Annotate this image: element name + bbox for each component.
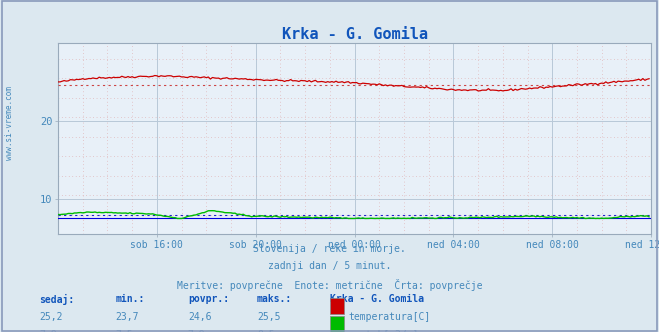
Text: 25,2: 25,2 xyxy=(40,312,63,322)
Text: temperatura[C]: temperatura[C] xyxy=(348,312,430,322)
Text: zadnji dan / 5 minut.: zadnji dan / 5 minut. xyxy=(268,261,391,271)
Text: 24,6: 24,6 xyxy=(188,312,212,322)
Text: 25,5: 25,5 xyxy=(257,312,281,322)
Text: povpr.:: povpr.: xyxy=(188,294,229,304)
Text: 7,8: 7,8 xyxy=(40,330,57,332)
Text: 8,5: 8,5 xyxy=(257,330,275,332)
Text: maks.:: maks.: xyxy=(257,294,292,304)
Text: 23,7: 23,7 xyxy=(115,312,139,322)
Text: Krka - G. Gomila: Krka - G. Gomila xyxy=(330,294,424,304)
Text: Meritve: povprečne  Enote: metrične  Črta: povprečje: Meritve: povprečne Enote: metrične Črta:… xyxy=(177,279,482,290)
Title: Krka - G. Gomila: Krka - G. Gomila xyxy=(281,27,428,42)
Text: 7,5: 7,5 xyxy=(115,330,133,332)
Text: Slovenija / reke in morje.: Slovenija / reke in morje. xyxy=(253,244,406,254)
Text: pretok[m3/s]: pretok[m3/s] xyxy=(348,330,418,332)
Text: sedaj:: sedaj: xyxy=(40,294,74,305)
Text: min.:: min.: xyxy=(115,294,145,304)
Text: 7,9: 7,9 xyxy=(188,330,206,332)
Text: www.si-vreme.com: www.si-vreme.com xyxy=(5,86,14,160)
